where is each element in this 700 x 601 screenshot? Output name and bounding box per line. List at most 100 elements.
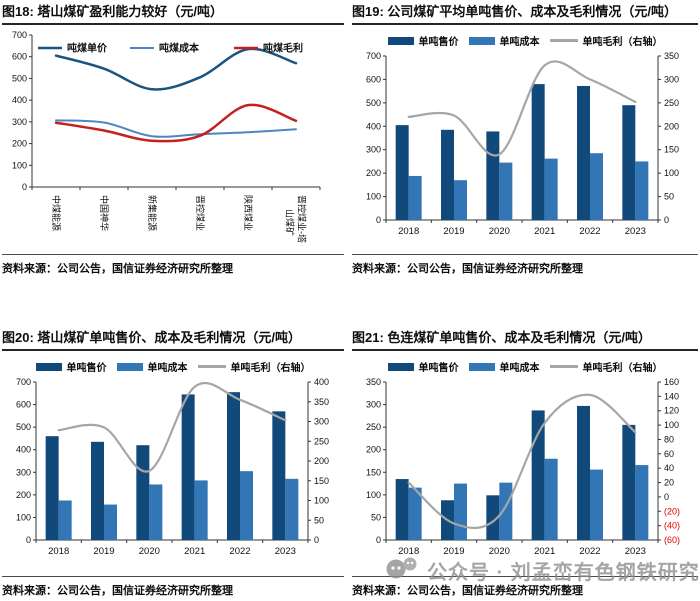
x-category-label: 2023: [625, 546, 646, 557]
series-line-单吨毛利（右轴）: [407, 393, 637, 529]
legend-item: 单吨成本: [116, 359, 188, 374]
y-axis-tick-label: 500: [12, 73, 27, 83]
fig19-legend: 单吨售价 单吨成本 单吨毛利（右轴）: [352, 33, 698, 48]
bar-单吨售价-2023: [622, 105, 636, 220]
y-axis-tick-label: 100: [366, 192, 381, 202]
x-category-label: 2022: [579, 226, 600, 237]
figure-21-title: 图21: 色连煤矿单吨售价、成本及毛利情况（元/吨）: [352, 330, 652, 345]
x-category-label: 中国神华: [99, 195, 110, 231]
figure-18-title: 图18: 塔山煤矿盈利能力较好（元/吨）: [2, 4, 224, 19]
figure-20-card: 图20: 塔山煤矿单吨售价、成本及毛利情况（元/吨） 单吨售价 单吨成本 单吨毛利（…: [2, 330, 344, 598]
y-axis-tick-label: 250: [366, 422, 381, 432]
y2-axis-tick-label: 300: [314, 417, 329, 427]
legend-item: 单吨售价: [387, 359, 459, 374]
x-category-label: 2019: [93, 546, 114, 557]
y2-axis-tick-label: 100: [664, 420, 679, 430]
bar-单吨成本-2023: [635, 465, 649, 540]
y-axis-tick-label: 0: [22, 182, 27, 192]
series-line-吨煤毛利: [54, 103, 298, 143]
bar-单吨售价-2020: [136, 445, 150, 540]
y2-axis-tick-label: 200: [314, 456, 329, 466]
figure-21-source-rule: [352, 576, 698, 577]
legend-item: 单吨成本: [468, 33, 540, 48]
y2-axis-tick-label: 140: [664, 391, 679, 401]
figure-20-title-rule: [2, 349, 344, 351]
figure-20-chart: 单吨售价 单吨成本 单吨毛利（右轴） 0 100 200 300 400 500 600 700 0 5…: [2, 353, 344, 568]
x-category-label: 新集能源: [147, 195, 158, 231]
x-category-label: 2019: [443, 546, 464, 557]
fig20-canvas: 0 100 200 300 400 500 600 700 0 50 100 150 200 250 300…: [16, 377, 329, 557]
y-axis-tick-label: 100: [12, 160, 27, 170]
fig19-canvas: 0 100 200 300 400 500 600 700 0 50 100 150 200 250 300…: [366, 51, 679, 237]
y-axis-tick-label: 700: [16, 377, 31, 387]
figure-19-title: 图19: 公司煤矿平均单吨售价、成本及毛利情况（元/吨）: [352, 4, 678, 19]
bar-单吨成本-2020: [499, 162, 513, 220]
bar-单吨售价-2019: [441, 129, 454, 220]
x-category-label: 2018: [398, 546, 419, 557]
figure-18-title-rule: [2, 23, 344, 25]
bar-单吨售价-2021: [181, 394, 195, 540]
bar-单吨成本-2022: [240, 471, 253, 540]
figure-20-title: 图20: 塔山煤矿单吨售价、成本及毛利情况（元/吨）: [2, 330, 302, 345]
bar-单吨成本-2023: [285, 478, 299, 540]
y-axis-tick-label: 200: [366, 445, 381, 455]
figure-21-card: 图21: 色连煤矿单吨售价、成本及毛利情况（元/吨） 单吨售价 单吨成本 单吨毛利（…: [352, 330, 698, 598]
bar-单吨成本-2021: [544, 158, 558, 220]
x-category-label: 2020: [489, 546, 510, 557]
bar-单吨售价-2020: [486, 131, 500, 220]
bar-单吨成本-2019: [454, 180, 467, 220]
y-axis-tick-label: 400: [12, 95, 27, 105]
y2-axis-tick-label: 150: [314, 476, 329, 486]
figure-19-chart: 单吨售价 单吨成本 单吨毛利（右轴） 0 100 200 300 400 500 600 700 0 5…: [352, 27, 698, 248]
y2-axis-tick-label: (60): [664, 535, 680, 545]
x-category-label: 2021: [534, 226, 555, 237]
bar-单吨成本-2018: [408, 175, 422, 220]
y-axis-tick-label: 600: [16, 400, 31, 410]
x-category-label: 2022: [579, 546, 600, 557]
y2-axis-tick-label: 250: [314, 436, 329, 446]
legend-label: 单吨成本: [499, 37, 540, 48]
legend-label: 单吨成本: [499, 363, 540, 374]
bar-单吨售价-2020: [486, 495, 500, 540]
y-axis-tick-label: 400: [366, 121, 381, 131]
legend-label: 吨煤毛利: [263, 42, 303, 55]
bar-单吨成本-2020: [499, 482, 513, 540]
bar-单吨成本-2022: [590, 469, 603, 540]
y2-axis-tick-label: 160: [664, 377, 679, 387]
series-line-单吨毛利（右轴）: [407, 60, 637, 157]
legend-swatch-单吨毛利（右轴）: [549, 39, 578, 42]
legend-item: 单吨成本: [468, 359, 540, 374]
fig21-canvas: 0 50 100 150 200 250 300 350 (60) (40) (20) 0 20 40 60…: [366, 377, 680, 557]
y-axis-tick-label: 350: [366, 377, 381, 387]
x-category-label: 晋控煤业: [195, 195, 206, 231]
x-category-label: 2018: [398, 226, 419, 237]
y-axis-tick-label: 600: [12, 52, 27, 62]
legend-item: 单吨售价: [35, 359, 107, 374]
bar-单吨成本-2021: [194, 480, 208, 540]
legend-item: 单吨毛利（右轴）: [549, 33, 663, 48]
y2-axis-tick-label: 0: [664, 215, 669, 225]
x-category-label: 2021: [184, 546, 205, 557]
y-axis-tick-label: 700: [12, 30, 27, 40]
legend-label: 单吨毛利（右轴）: [230, 363, 311, 374]
legend-label: 单吨毛利（右轴）: [582, 37, 663, 48]
bar-单吨成本-2018: [58, 500, 72, 540]
bar-单吨成本-2021: [544, 458, 558, 540]
y2-axis-tick-label: 150: [664, 145, 679, 155]
y-axis-tick-label: 700: [366, 51, 381, 61]
x-category-label: 2020: [139, 546, 160, 557]
bar-单吨成本-2018: [408, 487, 422, 540]
y-axis-tick-label: 400: [16, 445, 31, 455]
legend-swatch-单吨成本: [468, 36, 495, 45]
y-axis-tick-label: 0: [26, 535, 31, 545]
figure-21-chart: 单吨售价 单吨成本 单吨毛利（右轴） 0 50 100 150 200 250 300 350 (60…: [352, 353, 698, 568]
figure-19-source-rule: [352, 254, 698, 255]
figure-19-card: 图19: 公司煤矿平均单吨售价、成本及毛利情况（元/吨） 单吨售价 单吨成本 单吨毛…: [352, 4, 698, 276]
bar-单吨售价-2023: [622, 424, 636, 540]
legend-swatch-单吨毛利（右轴）: [549, 365, 578, 368]
figure-19-source: 资料来源：公司公告，国信证券经济研究所整理: [352, 263, 583, 275]
y2-axis-tick-label: 80: [664, 434, 674, 444]
x-category-label: 陕西煤业: [243, 195, 254, 231]
y-axis-tick-label: 200: [16, 490, 31, 500]
